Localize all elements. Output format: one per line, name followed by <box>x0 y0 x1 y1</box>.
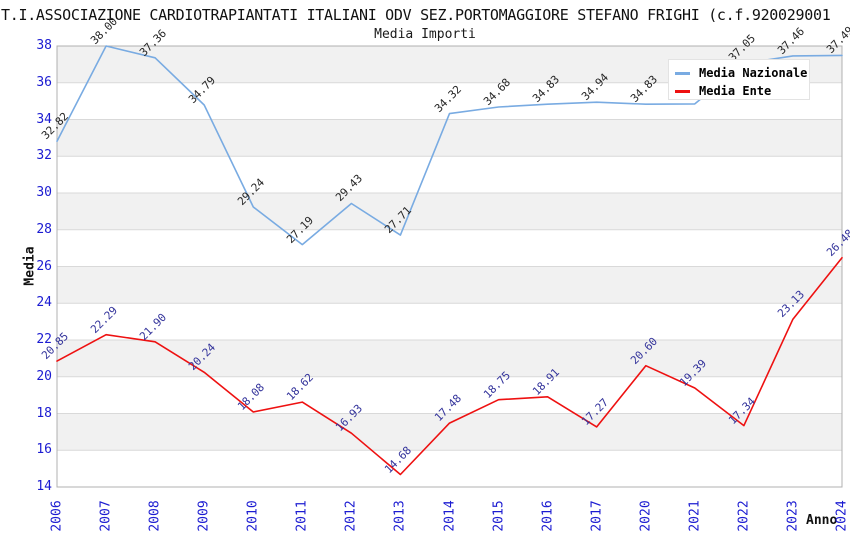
grid-band <box>57 119 842 157</box>
series-line-media-ente <box>56 256 843 476</box>
plot-border <box>56 45 843 488</box>
grid-band <box>57 413 842 451</box>
chart-subtitle: Media Importi <box>374 27 476 42</box>
legend-entry-media-ente: Media Ente <box>675 83 809 99</box>
legend-label: Media Ente <box>699 84 772 98</box>
line-swatch-icon <box>675 89 690 93</box>
x-axis-title: Anno <box>806 513 838 528</box>
legend-entry-media-nazionale: Media Nazionale <box>675 65 809 81</box>
grid-band <box>57 340 842 377</box>
grid-band <box>57 266 842 304</box>
legend-label: Media Nazionale <box>699 66 808 80</box>
legend: Media Nazionale Media Ente <box>668 59 810 100</box>
grid-band <box>57 193 842 230</box>
chart-title: T.I.ASSOCIAZIONE CARDIOTRAPIANTATI ITALI… <box>1 6 831 24</box>
line-swatch-icon <box>675 71 690 75</box>
